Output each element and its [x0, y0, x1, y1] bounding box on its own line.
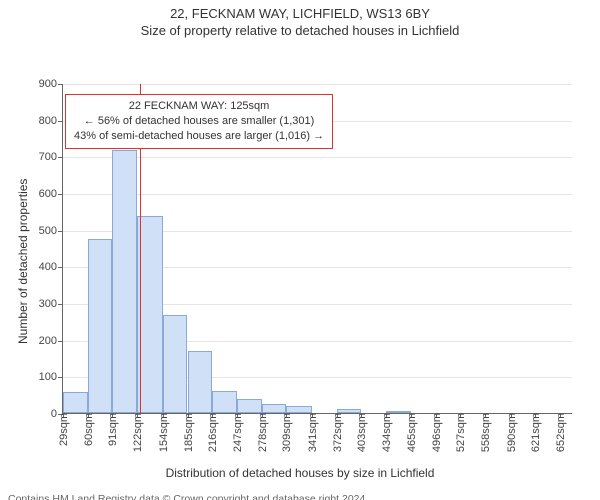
ytick-label: 700 [39, 151, 63, 163]
xtick-label: 91sqm [105, 413, 119, 446]
ytick-label: 900 [39, 78, 63, 90]
xtick-label: 621sqm [528, 413, 542, 452]
xtick-label: 527sqm [453, 413, 467, 452]
y-axis-title: Number of detached properties [16, 179, 30, 344]
footer-attribution: Contains HM Land Registry data © Crown c… [0, 492, 600, 500]
xtick-label: 372sqm [330, 413, 344, 452]
histogram-bar [88, 239, 113, 413]
footer-line-1: Contains HM Land Registry data © Crown c… [8, 492, 592, 500]
ytick-label: 600 [39, 188, 63, 200]
ytick-label: 400 [39, 261, 63, 273]
xtick-label: 122sqm [130, 413, 144, 452]
histogram-bar [237, 399, 262, 413]
histogram-bar [112, 150, 137, 413]
histogram-bar [286, 406, 312, 413]
chart-titles: 22, FECKNAM WAY, LICHFIELD, WS13 6BY Siz… [0, 0, 600, 38]
xtick-label: 216sqm [205, 413, 219, 452]
annotation-line: ← 56% of detached houses are smaller (1,… [74, 114, 324, 129]
xtick-label: 60sqm [81, 413, 95, 446]
xtick-label: 341sqm [305, 413, 319, 452]
ytick-label: 100 [39, 371, 63, 383]
xtick-label: 278sqm [255, 413, 269, 452]
annotation-line: 43% of semi-detached houses are larger (… [74, 129, 324, 144]
xtick-label: 652sqm [553, 413, 567, 452]
ytick-label: 300 [39, 298, 63, 310]
xtick-label: 590sqm [504, 413, 518, 452]
xtick-label: 434sqm [379, 413, 393, 452]
histogram-bar [212, 391, 237, 413]
histogram-bar [188, 351, 213, 413]
histogram-bar [262, 404, 287, 413]
ytick-label: 500 [39, 225, 63, 237]
plot-region: 010020030040050060070080090029sqm60sqm91… [62, 84, 572, 414]
x-axis-title: Distribution of detached houses by size … [0, 466, 600, 480]
xtick-label: 403sqm [354, 413, 368, 452]
annotation-line: 22 FECKNAM WAY: 125sqm [74, 99, 324, 114]
ytick-label: 200 [39, 335, 63, 347]
xtick-label: 309sqm [279, 413, 293, 452]
title-main: 22, FECKNAM WAY, LICHFIELD, WS13 6BY [0, 6, 600, 21]
xtick-label: 154sqm [156, 413, 170, 452]
xtick-label: 558sqm [478, 413, 492, 452]
xtick-label: 247sqm [230, 413, 244, 452]
xtick-label: 185sqm [181, 413, 195, 452]
xtick-label: 496sqm [429, 413, 443, 452]
histogram-bar [163, 315, 188, 413]
xtick-label: 29sqm [56, 413, 70, 446]
title-sub: Size of property relative to detached ho… [0, 23, 600, 38]
histogram-bar [63, 392, 88, 413]
histogram-bar [137, 216, 163, 413]
ytick-label: 800 [39, 115, 63, 127]
xtick-label: 465sqm [404, 413, 418, 452]
annotation-box: 22 FECKNAM WAY: 125sqm← 56% of detached … [65, 94, 333, 149]
